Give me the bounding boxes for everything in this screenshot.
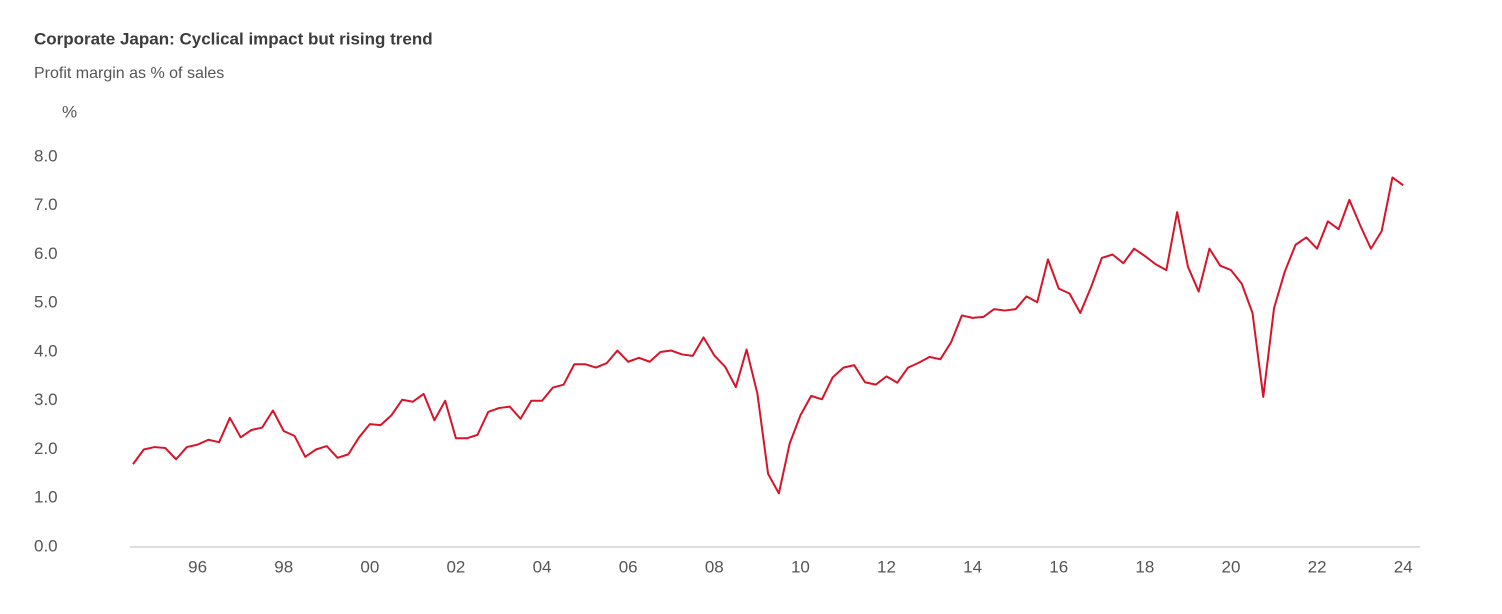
x-tick-label: 98	[274, 557, 293, 576]
y-tick-label: 8.0	[34, 146, 58, 165]
y-tick-label: 0.0	[34, 536, 58, 555]
x-tick-label: 10	[791, 557, 810, 576]
x-tick-label: 00	[360, 557, 379, 576]
chart-subtitle: Profit margin as % of sales	[34, 65, 224, 82]
x-tick-label: 08	[705, 557, 724, 576]
x-tick-label: 16	[1049, 557, 1068, 576]
y-tick-label: 3.0	[34, 390, 58, 409]
x-tick-label: 14	[963, 557, 982, 576]
x-tick-label: 12	[877, 557, 896, 576]
y-tick-label: 7.0	[34, 195, 58, 214]
x-tick-label: 96	[188, 557, 207, 576]
y-tick-label: 6.0	[34, 244, 58, 263]
chart-title: Corporate Japan: Cyclical impact but ris…	[34, 29, 433, 48]
y-tick-label: 1.0	[34, 488, 58, 507]
x-tick-label: 06	[619, 557, 638, 576]
y-unit: %	[62, 102, 77, 121]
x-tick-label: 20	[1222, 557, 1241, 576]
x-tick-label: 18	[1135, 557, 1154, 576]
data-line	[132, 176, 1404, 495]
y-tick-label: 2.0	[34, 439, 58, 458]
y-tick-label: 5.0	[34, 293, 58, 312]
y-tick-label: 4.0	[34, 341, 58, 360]
x-tick-label: 24	[1394, 557, 1413, 576]
x-tick-label: 04	[533, 557, 552, 576]
x-tick-label: 22	[1308, 557, 1327, 576]
x-tick-label: 02	[446, 557, 465, 576]
